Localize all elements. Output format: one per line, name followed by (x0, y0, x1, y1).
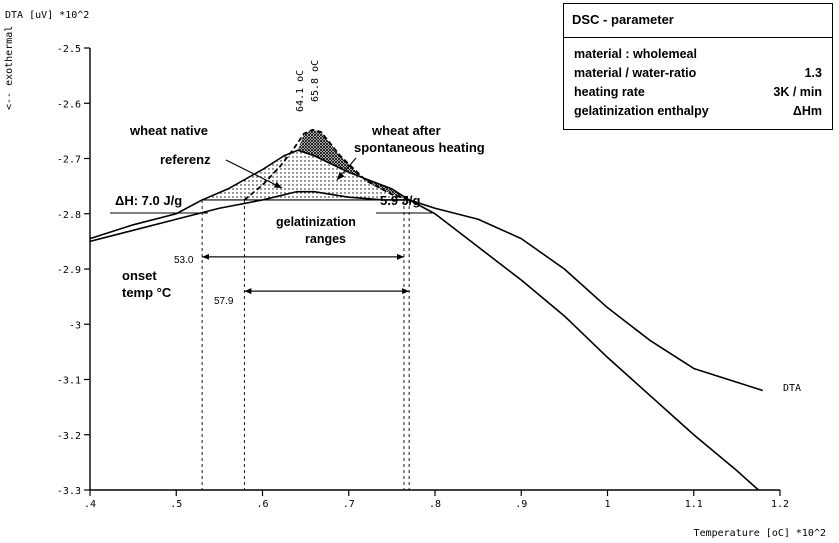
label-onset: onset (122, 268, 157, 283)
label-dh-right: 5.9 J/g (380, 193, 421, 208)
series-line-dta (89, 149, 763, 392)
x-tick-label: 1.2 (771, 499, 789, 510)
legend-title: DSC - parameter (572, 12, 674, 27)
label-onset-temp: temp °C (122, 285, 172, 300)
y-tick-label: -2.8 (57, 210, 81, 221)
y-ticks: -2.5 -2.6 -2.7 -2.8 -2.9 -3 -3.1 -3.2 -3.3 (57, 44, 90, 497)
arrow-referenz (225, 159, 283, 189)
dsc-parameter-legend: DSC - parameter material : wholemeal mat… (563, 3, 833, 130)
enthalpy-area-heated (297, 129, 410, 200)
label-gelatinization: gelatinization (276, 215, 356, 229)
enthalpy-fill-areas (202, 129, 410, 200)
x-tick-label: .4 (84, 499, 96, 510)
label-wheat-native: wheat native (129, 123, 208, 138)
x-tick-label: .5 (170, 499, 182, 510)
label-dh-left: ΔH: 7.0 J/g (115, 193, 182, 208)
peak-label-658: 65.8 oC (310, 60, 321, 102)
legend-value: ΔHm (792, 104, 822, 118)
x-tick-label: .8 (429, 499, 441, 510)
gelatinization-range-arrows (202, 253, 410, 295)
legend-row-ratio: material / water-ratio 1.3 (574, 66, 822, 80)
legend-label: material : wholemeal (574, 47, 697, 61)
legend-label: material / water-ratio (574, 66, 697, 80)
onset-value-579: 57.9 (214, 296, 234, 307)
series-line-referenz (89, 190, 759, 491)
series-label-dta: DTA (783, 383, 801, 394)
legend-row-enthalpy: gelatinization enthalpy ΔHm (574, 104, 822, 118)
label-spontaneous-heating: spontaneous heating (354, 140, 485, 155)
series-line-heated (243, 128, 410, 201)
series-lines (89, 128, 763, 491)
y-tick-label: -2.9 (57, 265, 81, 276)
y-tick-label: -3.1 (57, 376, 81, 387)
label-referenz: referenz (160, 152, 211, 167)
x-tick-label: 1.1 (685, 499, 703, 510)
y-tick-label: -2.6 (57, 99, 81, 110)
legend-value: 3K / min (773, 85, 822, 99)
label-ranges: ranges (305, 232, 346, 246)
y-tick-label: -3.3 (57, 486, 81, 497)
y-tick-label: -2.7 (57, 155, 81, 166)
enthalpy-area-native (202, 150, 410, 200)
x-tick-label: 1 (604, 499, 610, 510)
y-axis-side-label: <-- exothermal (4, 26, 15, 110)
peak-label-641: 64.1 oC (295, 70, 306, 112)
legend-label: gelatinization enthalpy (574, 104, 709, 118)
legend-divider (564, 37, 832, 38)
legend-value: 1.3 (804, 66, 822, 80)
y-tick-label: -2.5 (57, 44, 81, 55)
x-tick-label: .6 (256, 499, 268, 510)
label-wheat-after: wheat after (371, 123, 441, 138)
x-ticks: .4 .5 .6 .7 .8 .9 1 1.1 1.2 (84, 490, 789, 510)
legend-row-heating: heating rate 3K / min (574, 85, 822, 99)
legend-label: heating rate (574, 85, 645, 99)
x-tick-label: .9 (515, 499, 527, 510)
y-tick-label: -3.2 (57, 431, 81, 442)
x-tick-label: .7 (343, 499, 355, 510)
onset-value-53: 53.0 (174, 255, 194, 266)
y-axis-title: DTA [uV] *10^2 (5, 10, 89, 21)
arrow-wheat-after (336, 157, 357, 181)
legend-row-material: material : wholemeal (574, 47, 822, 61)
x-axis-title: Temperature [oC] *10^2 (694, 528, 826, 539)
y-tick-label: -3 (69, 320, 81, 331)
